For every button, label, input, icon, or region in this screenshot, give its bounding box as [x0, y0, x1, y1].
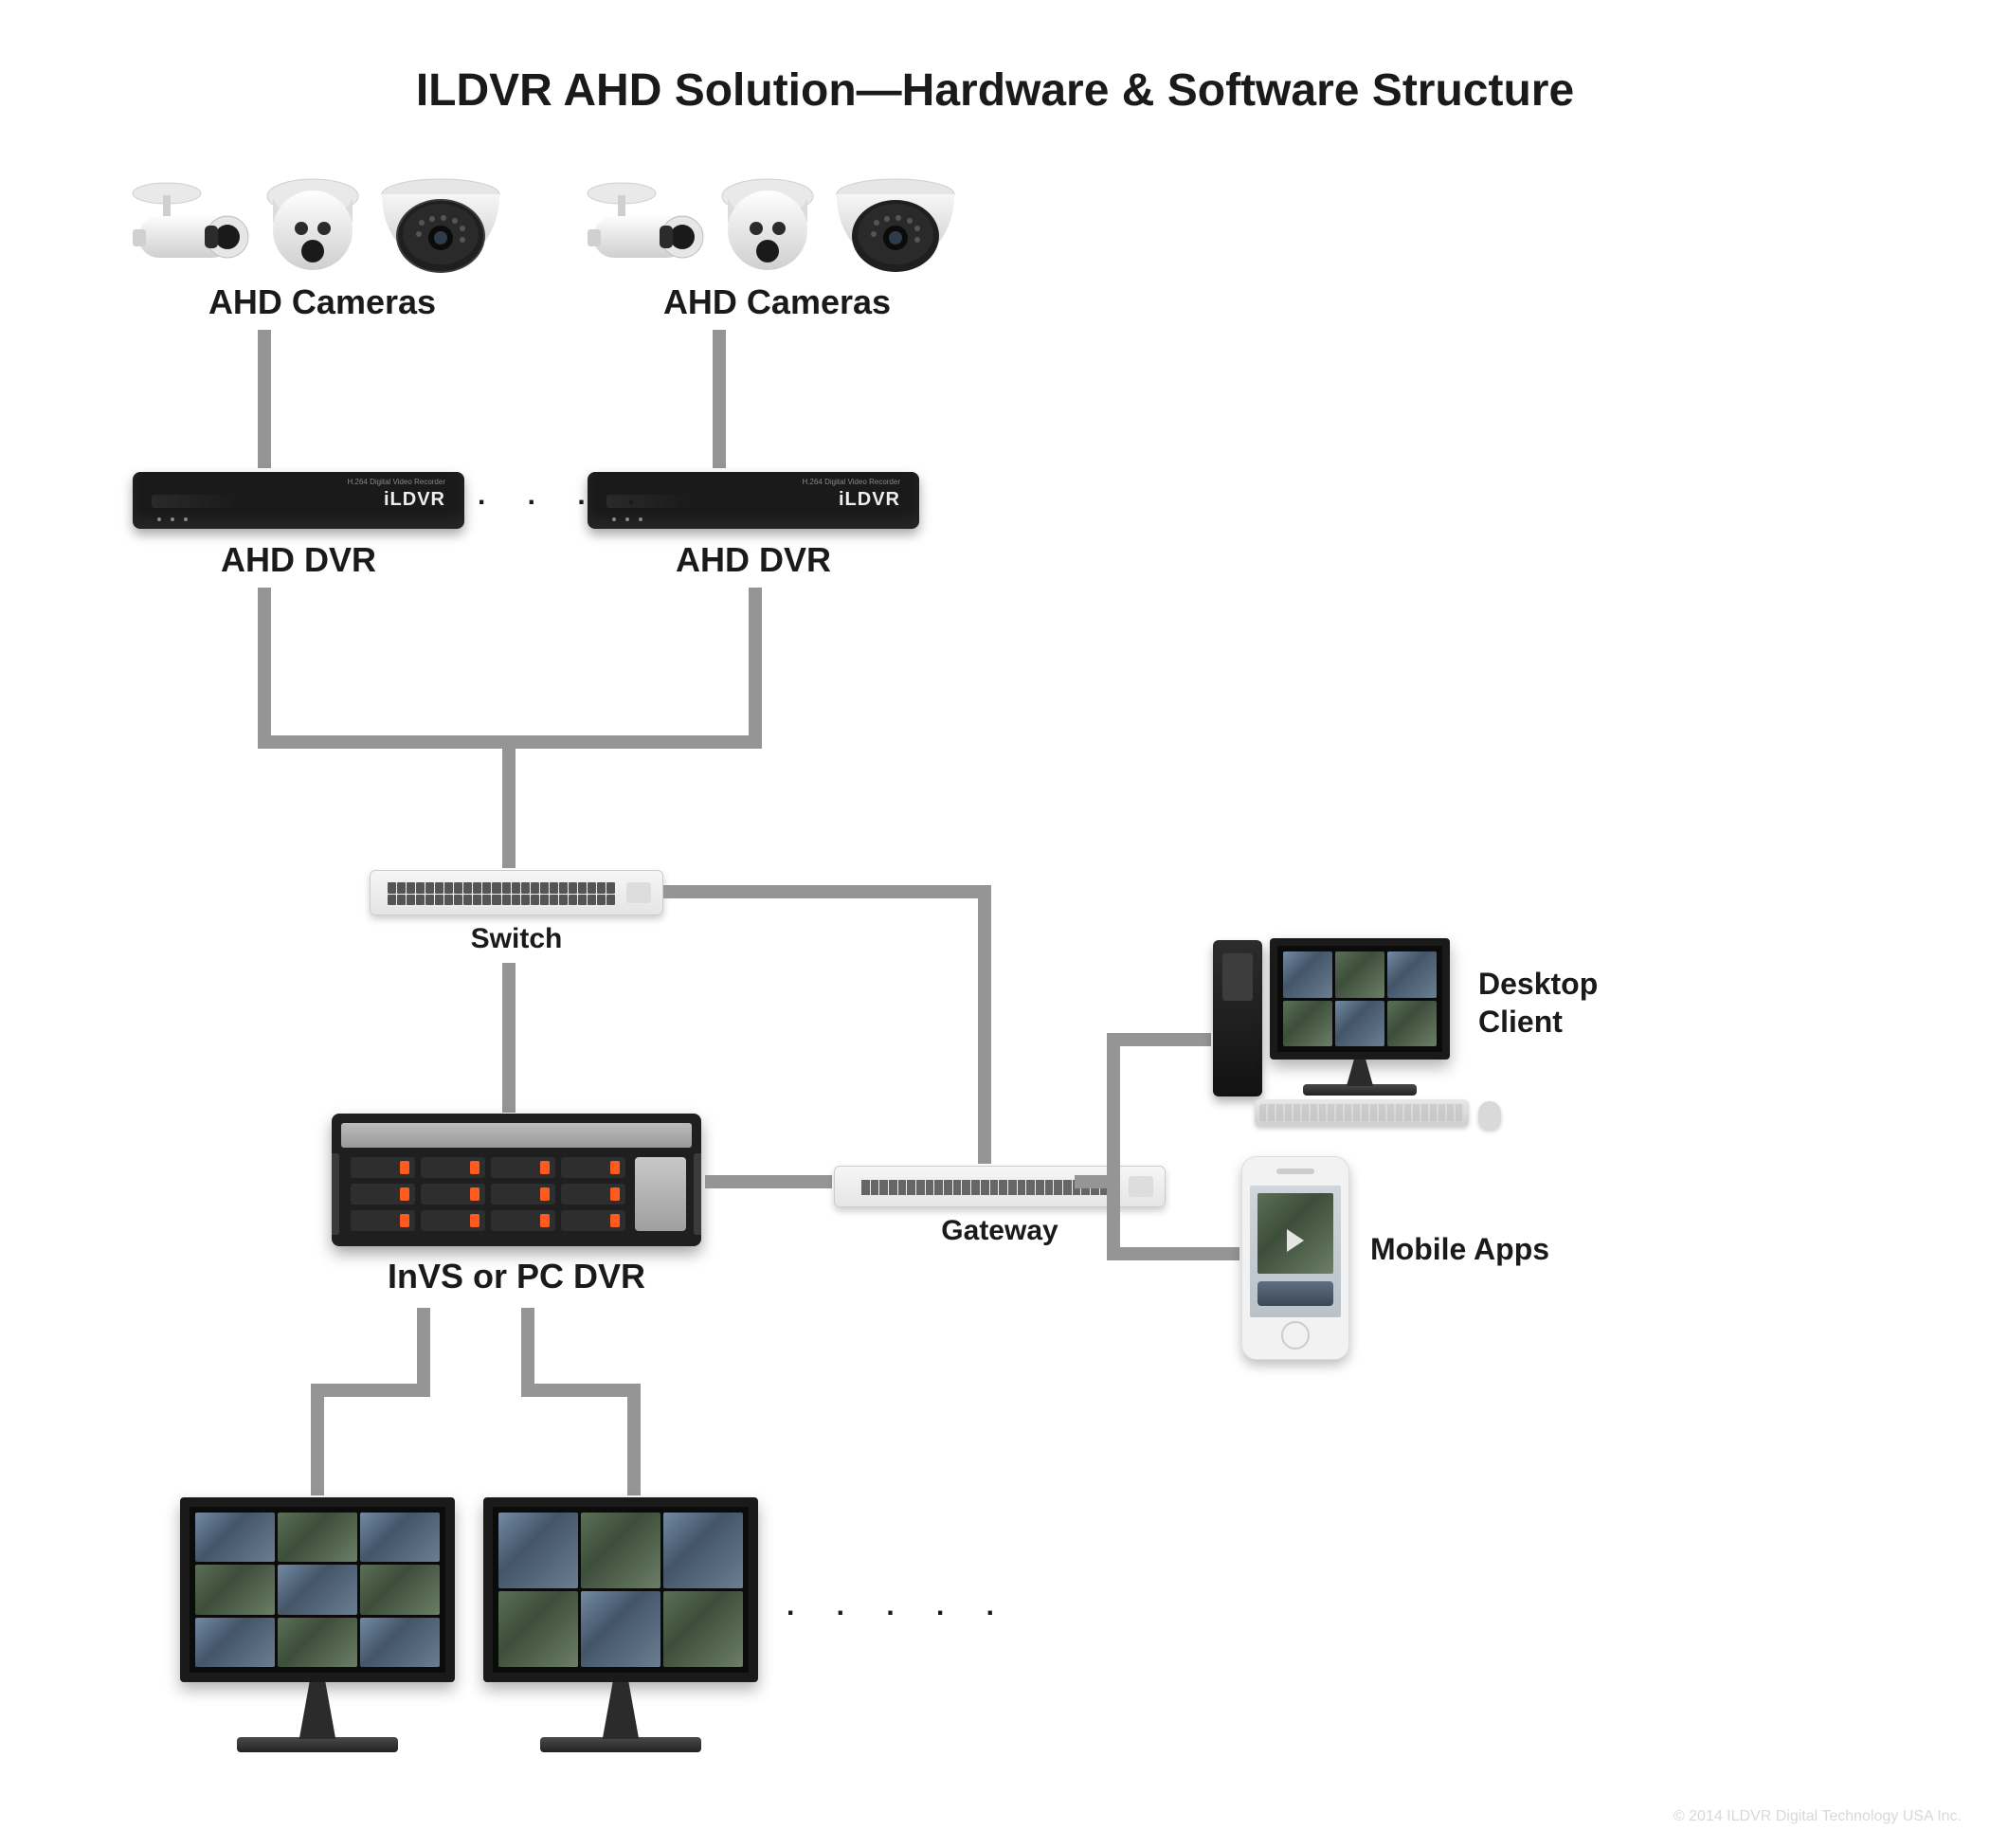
- connector: [1107, 1033, 1211, 1046]
- monitor-2: [483, 1497, 758, 1752]
- camera-dome-2: [824, 175, 967, 284]
- ellipsis-dvrs: . . . . .: [478, 480, 702, 512]
- connector: [258, 588, 271, 749]
- cameras-1-label: AHD Cameras: [123, 282, 521, 322]
- camera-eyeball-2: [711, 175, 824, 280]
- server-label: InVS or PC DVR: [332, 1257, 701, 1296]
- connector: [1107, 1033, 1120, 1260]
- copyright: © 2014 ILDVR Digital Technology USA Inc.: [1673, 1808, 1962, 1825]
- connector: [749, 588, 762, 749]
- connector: [311, 1384, 430, 1397]
- connector: [502, 963, 516, 1113]
- camera-bullet-2: [576, 180, 709, 275]
- camera-dome-1: [370, 175, 512, 284]
- desktop-label-b: Client: [1478, 1005, 1563, 1040]
- connector: [521, 1308, 534, 1384]
- dvr-2-label: AHD DVR: [588, 540, 919, 580]
- connector: [663, 885, 991, 898]
- desktop-label-a: Desktop: [1478, 967, 1598, 1002]
- dvr-subtext: H.264 Digital Video Recorder: [348, 478, 445, 486]
- connector: [1075, 1175, 1120, 1188]
- connector: [627, 1384, 641, 1495]
- camera-eyeball-1: [256, 175, 370, 280]
- connector: [1107, 1247, 1239, 1260]
- dvr-logo: iLDVR: [384, 489, 445, 511]
- ahd-dvr-1: H.264 Digital Video Recorder iLDVR: [133, 472, 464, 529]
- connector: [521, 1384, 641, 1397]
- connector: [258, 330, 271, 468]
- connector: [311, 1384, 324, 1495]
- dvr-1-label: AHD DVR: [133, 540, 464, 580]
- ellipsis-monitors: . . . . .: [787, 1590, 1011, 1622]
- mobile-phone: [1241, 1156, 1349, 1360]
- dvr-subtext: H.264 Digital Video Recorder: [803, 478, 900, 486]
- desktop-client: [1213, 938, 1516, 1137]
- mobile-label: Mobile Apps: [1370, 1232, 1549, 1267]
- monitor-1: [180, 1497, 455, 1752]
- connector: [417, 1308, 430, 1384]
- cameras-2-label: AHD Cameras: [578, 282, 976, 322]
- connector: [713, 330, 726, 468]
- camera-bullet-1: [121, 180, 254, 275]
- connector: [978, 885, 991, 1164]
- invs-server: [332, 1114, 701, 1246]
- switch-label: Switch: [370, 923, 663, 955]
- connector: [705, 1175, 832, 1188]
- dvr-logo: iLDVR: [839, 489, 900, 511]
- diagram-title: ILDVR AHD Solution—Hardware & Software S…: [0, 64, 1990, 117]
- network-switch: [370, 870, 663, 915]
- connector: [502, 735, 516, 868]
